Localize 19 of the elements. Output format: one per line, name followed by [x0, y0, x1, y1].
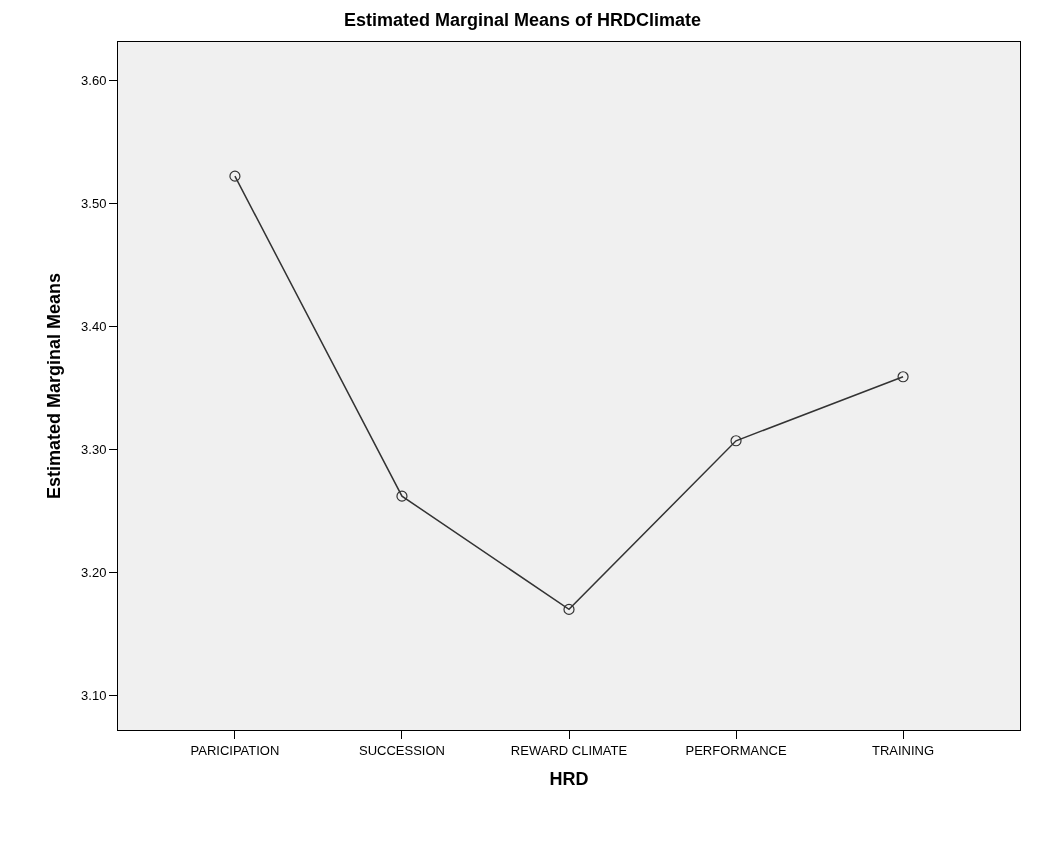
x-tick-label: TRAINING: [872, 742, 935, 758]
y-tick-label: 3.20: [81, 565, 107, 581]
x-tick-label: SUCCESSION: [358, 742, 445, 758]
x-tick-label: PARICIPATION: [190, 742, 280, 758]
y-axis-title: Estimated Marginal Means: [44, 272, 65, 500]
chart-title: Estimated Marginal Means of HRDClimate: [343, 9, 702, 30]
point: [396, 490, 408, 502]
point: [730, 435, 742, 447]
x-axis-title: HRD: [549, 768, 589, 789]
y-tick-label: 3.60: [81, 72, 107, 88]
y-tick-label: 3.40: [81, 318, 107, 334]
x-tick-label: PERFORMANCE: [685, 742, 787, 758]
point: [563, 603, 575, 615]
point: [897, 371, 909, 383]
x-tick-label: REWARD CLIMATE: [510, 742, 628, 758]
y-tick-label: 3.30: [81, 441, 107, 457]
y-tick-label: 3.50: [81, 195, 107, 211]
y-tick-label: 3.10: [81, 688, 107, 704]
point: [229, 170, 241, 182]
